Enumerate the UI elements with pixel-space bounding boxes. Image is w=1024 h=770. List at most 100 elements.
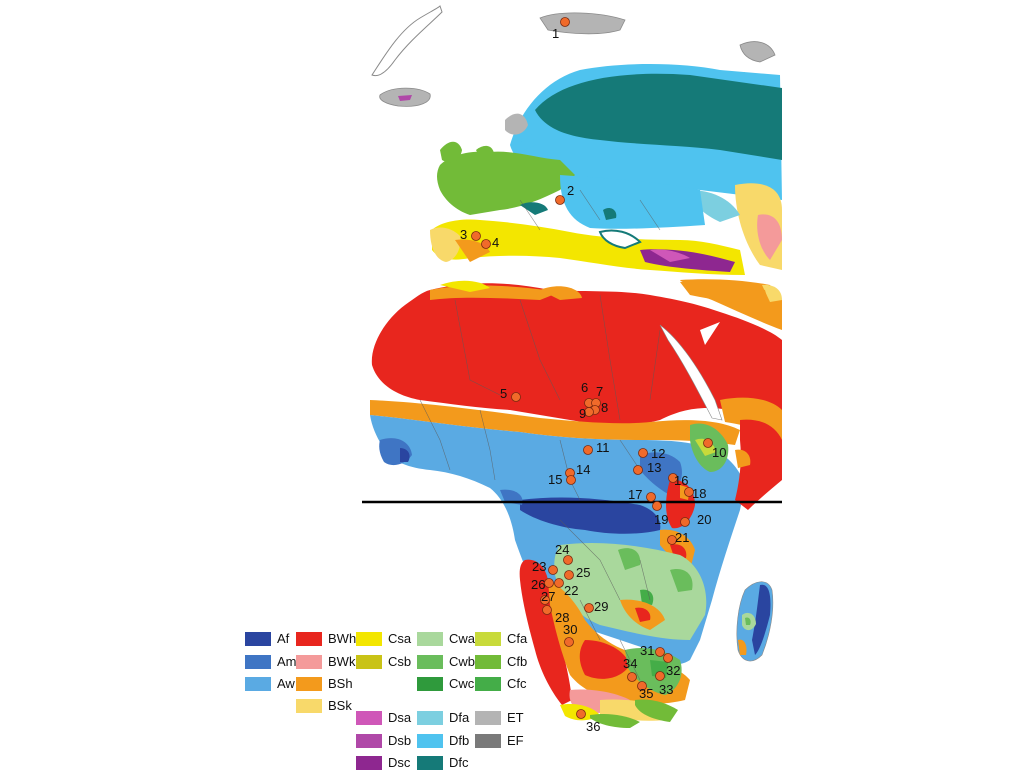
site-label-13: 13	[647, 460, 661, 475]
legend-label: Dsa	[388, 710, 412, 725]
site-label-19: 19	[654, 512, 668, 527]
site-label-27: 27	[541, 589, 555, 604]
legend-swatch	[356, 655, 382, 669]
site-marker-24	[563, 555, 573, 565]
legend-swatch	[417, 756, 443, 770]
site-marker-18	[684, 487, 694, 497]
legend-label: Dsb	[388, 733, 412, 748]
site-label-4: 4	[492, 235, 499, 250]
north-africa-region	[370, 280, 782, 470]
legend-swatch	[475, 677, 501, 691]
legend-swatch	[356, 711, 382, 725]
site-marker-22	[554, 578, 564, 588]
site-marker-35	[637, 681, 647, 691]
site-marker-25	[564, 570, 574, 580]
site-label-6: 6	[581, 380, 588, 395]
site-marker-13	[633, 465, 643, 475]
legend-label: Dfa	[449, 710, 470, 725]
legend-swatch	[475, 734, 501, 748]
site-label-18: 18	[692, 486, 706, 501]
legend-swatch	[475, 655, 501, 669]
site-label-14: 14	[576, 462, 590, 477]
site-marker-4	[481, 239, 491, 249]
legend-label: Cwb	[449, 654, 476, 669]
legend-swatch	[356, 756, 382, 770]
site-label-34: 34	[623, 656, 637, 671]
legend-swatch	[356, 734, 382, 748]
legend-swatch	[417, 711, 443, 725]
site-marker-19	[652, 501, 662, 511]
legend-label: Csa	[388, 631, 412, 646]
site-label-31: 31	[640, 643, 654, 658]
site-label-26: 26	[531, 577, 545, 592]
site-label-3: 3	[460, 227, 467, 242]
site-label-29: 29	[594, 599, 608, 614]
tropical-africa-region	[370, 415, 782, 665]
legend-label: Cfc	[507, 676, 527, 691]
site-label-30: 30	[563, 622, 577, 637]
site-marker-29	[584, 603, 594, 613]
site-label-12: 12	[651, 446, 665, 461]
site-label-16: 16	[674, 473, 688, 488]
legend-swatch	[417, 677, 443, 691]
legend-swatch	[417, 734, 443, 748]
legend-swatch	[356, 632, 382, 646]
legend-swatch	[296, 677, 322, 691]
legend-swatch	[245, 632, 271, 646]
arctic-islands	[371, 5, 776, 107]
legend-swatch	[296, 655, 322, 669]
site-label-35: 35	[639, 686, 653, 701]
site-marker-2	[555, 195, 565, 205]
legend-label: Af	[277, 631, 290, 646]
legend-label: Cfb	[507, 654, 528, 669]
site-label-21: 21	[675, 530, 689, 545]
site-label-8: 8	[601, 400, 608, 415]
legend-label: Dfb	[449, 733, 470, 748]
site-marker-9	[584, 407, 594, 417]
site-marker-12	[638, 448, 648, 458]
site-label-32: 32	[666, 663, 680, 678]
site-label-1: 1	[552, 26, 559, 41]
site-marker-27	[540, 595, 550, 605]
site-label-25: 25	[576, 565, 590, 580]
site-label-5: 5	[500, 386, 507, 401]
legend-label: EF	[507, 733, 524, 748]
site-marker-32	[663, 653, 673, 663]
site-marker-26	[544, 578, 554, 588]
site-marker-28	[542, 605, 552, 615]
legend-label: BSk	[328, 698, 352, 713]
site-marker-20	[680, 517, 690, 527]
legend-swatch	[296, 632, 322, 646]
site-marker-16	[668, 473, 678, 483]
site-marker-33	[655, 671, 665, 681]
site-marker-21	[667, 535, 677, 545]
site-marker-3	[471, 231, 481, 241]
site-marker-17	[646, 492, 656, 502]
legend-swatch	[245, 655, 271, 669]
site-marker-10	[703, 438, 713, 448]
legend-label: BWh	[328, 631, 357, 646]
legend-label: Cwa	[449, 631, 476, 646]
site-label-20: 20	[697, 512, 711, 527]
legend-label: Dsc	[388, 755, 411, 770]
legend-swatch	[417, 655, 443, 669]
site-label-22: 22	[564, 583, 578, 598]
legend-label: Cwc	[449, 676, 475, 691]
legend-label: Csb	[388, 654, 412, 669]
southern-africa-region	[519, 559, 690, 728]
site-marker-11	[583, 445, 593, 455]
site-marker-30	[564, 637, 574, 647]
site-marker-5	[511, 392, 521, 402]
site-marker-1	[560, 17, 570, 27]
site-marker-23	[548, 565, 558, 575]
site-label-24: 24	[555, 542, 569, 557]
legend-label: Am	[277, 654, 297, 669]
legend-label: ET	[507, 710, 524, 725]
site-marker-15	[566, 475, 576, 485]
site-marker-31	[655, 647, 665, 657]
legend-label: Cfa	[507, 631, 528, 646]
site-label-23: 23	[532, 559, 546, 574]
site-label-15: 15	[548, 472, 562, 487]
legend-label: BSh	[328, 676, 353, 691]
